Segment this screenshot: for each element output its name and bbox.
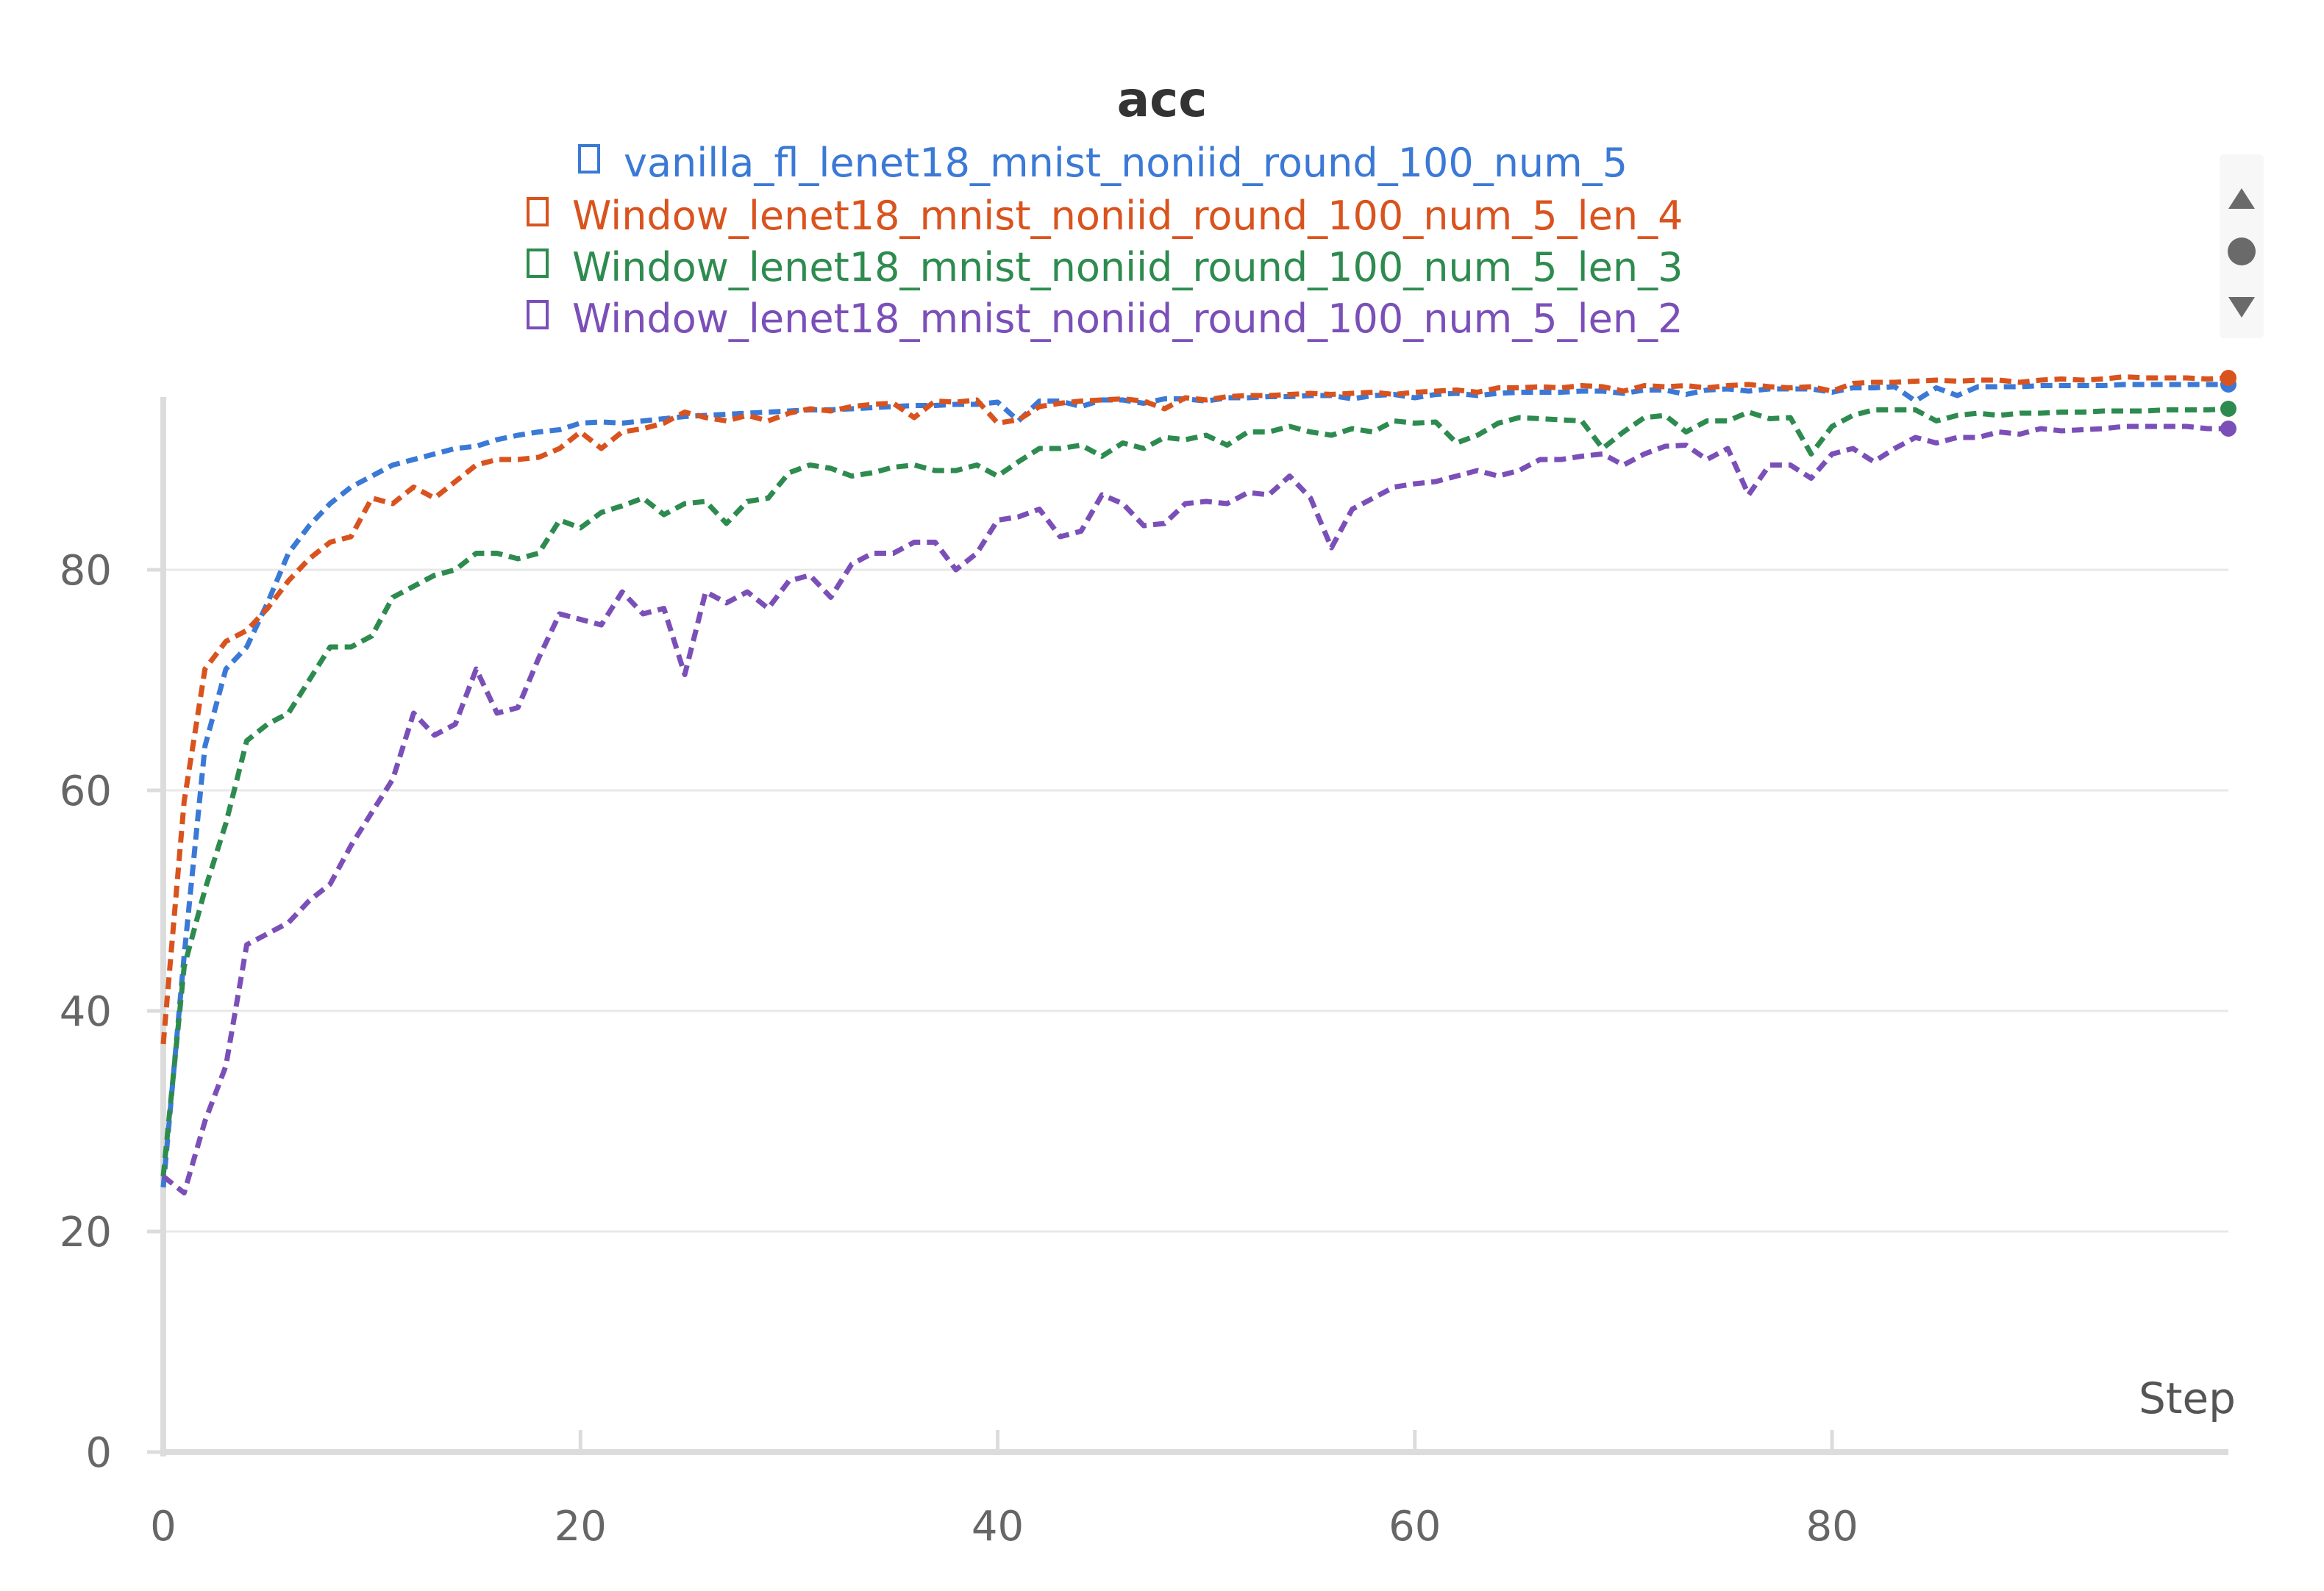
series-line bbox=[160, 374, 2229, 1045]
y-tick-label: 0 bbox=[85, 1429, 112, 1477]
legend-label: Window_lenet18_mnist_noniid_round_100_nu… bbox=[572, 244, 1683, 290]
axes: 0 20 40 60 80 0 20 40 60 80 bbox=[60, 397, 2228, 1551]
series-line bbox=[161, 423, 2228, 1195]
y-tick-label: 60 bbox=[60, 768, 112, 815]
legend-label: Window_lenet18_mnist_noniid_round_100_nu… bbox=[572, 193, 1683, 239]
legend: vanilla_fl_lenet18_mnist_noniid_round_10… bbox=[527, 140, 1683, 342]
y-tick-label: 20 bbox=[60, 1209, 112, 1256]
y-tick-label: 80 bbox=[60, 547, 112, 595]
chart-title: acc bbox=[1117, 71, 1208, 128]
series-layer bbox=[160, 370, 2236, 1195]
legend-swatch-icon[interactable] bbox=[527, 249, 549, 278]
legend-scroll-controls bbox=[2220, 154, 2264, 338]
x-axis-label: Step bbox=[2139, 1373, 2236, 1423]
legend-label: Window_lenet18_mnist_noniid_round_100_nu… bbox=[572, 296, 1683, 342]
legend-swatch-icon[interactable] bbox=[527, 300, 549, 329]
legend-item[interactable]: Window_lenet18_mnist_noniid_round_100_nu… bbox=[527, 193, 1683, 239]
grid-lines bbox=[163, 568, 2228, 1233]
legend-scroll-up-icon[interactable] bbox=[2227, 184, 2256, 213]
series-endpoint-marker bbox=[2220, 401, 2236, 417]
x-tick-label: 60 bbox=[1389, 1503, 1441, 1551]
legend-item[interactable]: vanilla_fl_lenet18_mnist_noniid_round_10… bbox=[578, 140, 1628, 186]
y-tick-label: 40 bbox=[60, 988, 112, 1036]
legend-swatch-icon[interactable] bbox=[527, 197, 549, 226]
series-endpoint-marker bbox=[2220, 370, 2236, 386]
series-line bbox=[160, 382, 2228, 1188]
legend-swatch-icon[interactable] bbox=[578, 144, 600, 174]
x-tick-label: 40 bbox=[972, 1503, 1024, 1551]
legend-item[interactable]: Window_lenet18_mnist_noniid_round_100_nu… bbox=[527, 296, 1683, 342]
series-endpoint-marker bbox=[2220, 421, 2236, 437]
legend-item[interactable]: Window_lenet18_mnist_noniid_round_100_nu… bbox=[527, 244, 1683, 290]
x-tick-label: 0 bbox=[150, 1503, 177, 1551]
legend-page-dot-icon[interactable] bbox=[2227, 237, 2256, 266]
series-line bbox=[160, 406, 2229, 1177]
x-tick-label: 20 bbox=[555, 1503, 607, 1551]
legend-scroll-down-icon[interactable] bbox=[2227, 293, 2256, 322]
legend-label: vanilla_fl_lenet18_mnist_noniid_round_10… bbox=[624, 140, 1628, 186]
x-tick-label: 80 bbox=[1806, 1503, 1858, 1551]
